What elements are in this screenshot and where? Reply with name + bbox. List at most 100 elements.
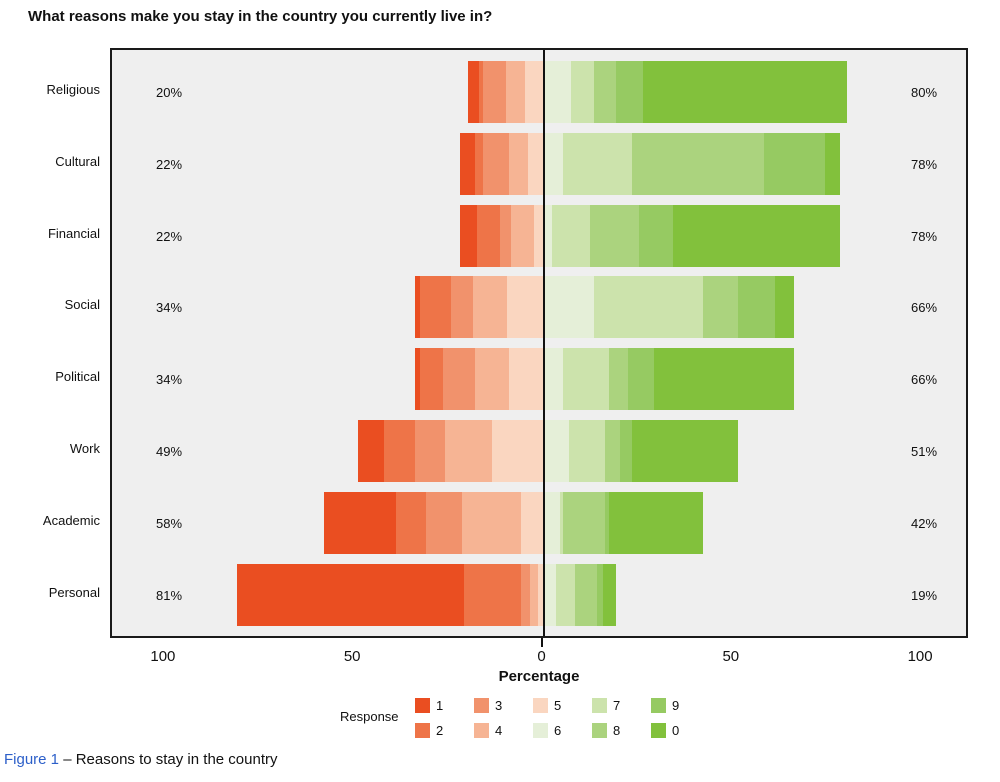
positive-stack [544, 420, 738, 482]
segment-response-3 [499, 204, 512, 267]
legend-swatch-icon [474, 722, 489, 738]
right-total-label: 78% [910, 228, 938, 244]
segment-response-4 [511, 204, 534, 267]
x-tick-label: 50 [343, 648, 361, 665]
segment-response-4 [445, 420, 493, 482]
segment-response-8 [589, 204, 640, 267]
segment-response-1 [460, 204, 478, 267]
legend-item-label: 1 [436, 697, 444, 713]
category-label-work: Work [69, 441, 100, 456]
segment-response-8 [703, 276, 738, 339]
segment-response-3 [520, 563, 531, 626]
legend-swatch-icon [533, 722, 548, 738]
segment-response-9 [597, 563, 604, 626]
segment-response-5 [528, 132, 544, 195]
left-total-label: 49% [155, 444, 183, 459]
zero-axis-line [542, 50, 545, 636]
chart-title: What reasons make you stay in the countr… [28, 8, 493, 25]
negative-stack [460, 204, 544, 267]
left-total-label: 22% [155, 156, 183, 172]
segment-response-7 [559, 491, 564, 554]
segment-response-6 [544, 348, 564, 411]
segment-response-2 [479, 61, 483, 123]
segment-response-1 [357, 420, 385, 482]
bar-row: 81% 19% [112, 563, 966, 626]
segment-response-7 [571, 61, 594, 123]
x-tick-label: 0 [537, 648, 546, 665]
segment-response-4 [473, 276, 508, 339]
segment-response-8 [574, 563, 598, 626]
figure-label: Figure 1 [4, 751, 60, 768]
legend-item-response-7: 7 [592, 697, 620, 713]
legend-item-response-4: 4 [474, 722, 502, 738]
zero-tick-mark [540, 638, 543, 647]
segment-response-7 [552, 204, 590, 267]
segment-response-2 [384, 420, 415, 482]
segment-response-1 [414, 348, 421, 411]
right-total-label: 51% [910, 444, 938, 459]
segment-response-4 [475, 348, 510, 411]
segment-response-0 [654, 348, 795, 411]
segment-response-6 [544, 563, 556, 626]
segment-response-0 [603, 563, 617, 626]
segment-response-6 [544, 61, 571, 123]
negative-stack [357, 420, 544, 482]
left-total-label: 58% [155, 515, 183, 531]
category-label-cultural: Cultural [55, 153, 100, 169]
segment-response-7 [593, 276, 704, 339]
legend-item-response-6: 6 [533, 722, 561, 738]
category-label-social: Social [64, 297, 100, 313]
positive-stack [544, 491, 704, 554]
legend-swatch-icon [415, 697, 430, 713]
segment-response-1 [323, 491, 396, 554]
legend-item-response-2: 2 [415, 722, 443, 738]
segment-response-8 [608, 348, 628, 411]
bar-row: 34% 66% [112, 348, 966, 411]
segment-response-0 [775, 276, 795, 339]
segment-response-2 [420, 276, 451, 339]
right-total-label: 66% [910, 300, 938, 316]
segment-response-2 [477, 204, 500, 267]
segment-response-6 [544, 491, 560, 554]
segment-response-0 [824, 132, 840, 195]
legend-swatch-icon [651, 722, 666, 738]
segment-response-0 [631, 420, 738, 482]
legend-item-label: 4 [495, 722, 503, 738]
legend: Response 1 3 5 7 9 2 4 6 8 0 [340, 694, 760, 744]
segment-response-9 [639, 204, 674, 267]
x-axis-title: Percentage [498, 668, 580, 685]
segment-response-9 [620, 420, 632, 482]
legend-item-label: 6 [554, 722, 562, 738]
left-total-label: 20% [155, 85, 183, 100]
legend-item-label: 2 [436, 722, 444, 738]
legend-item-label: 9 [672, 697, 680, 713]
segment-response-4 [505, 61, 525, 123]
segment-response-4 [530, 563, 538, 626]
negative-stack [467, 61, 544, 123]
segment-response-2 [420, 348, 444, 411]
negative-stack [414, 276, 544, 339]
segment-response-6 [544, 276, 594, 339]
legend-item-response-0: 0 [651, 722, 679, 738]
bar-row: 34% 66% [112, 276, 966, 339]
segment-response-7 [555, 563, 575, 626]
legend-item-response-1: 1 [415, 697, 443, 713]
x-tick-label: 100 [150, 648, 176, 665]
positive-stack [544, 132, 840, 195]
bar-row: 58% 42% [112, 491, 966, 554]
segment-response-8 [563, 491, 606, 554]
positive-stack [544, 61, 848, 123]
legend-title: Response [340, 709, 399, 724]
segment-response-9 [605, 491, 609, 554]
legend-swatch-icon [415, 722, 430, 738]
negative-stack [460, 132, 544, 195]
segment-response-9 [764, 132, 825, 195]
segment-response-2 [463, 563, 521, 626]
segment-response-3 [482, 132, 510, 195]
positive-stack [544, 204, 840, 267]
category-label-financial: Financial [47, 225, 100, 241]
left-total-label: 34% [155, 300, 183, 316]
legend-item-label: 0 [672, 722, 680, 738]
left-total-label: 22% [155, 228, 183, 244]
segment-response-8 [631, 132, 765, 195]
